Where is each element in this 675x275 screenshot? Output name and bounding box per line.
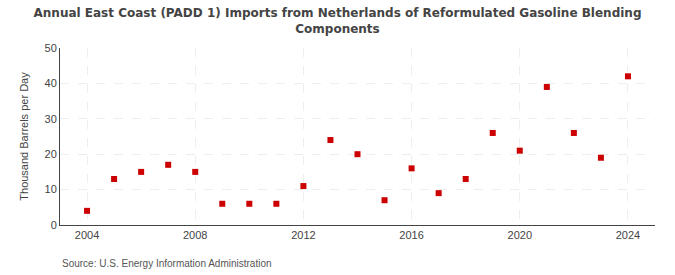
svg-text:10: 10 xyxy=(45,183,57,195)
svg-text:2004: 2004 xyxy=(75,229,99,241)
svg-text:2008: 2008 xyxy=(183,229,207,241)
svg-text:2016: 2016 xyxy=(399,229,423,241)
svg-text:2020: 2020 xyxy=(508,229,532,241)
svg-text:30: 30 xyxy=(45,113,57,125)
svg-text:0: 0 xyxy=(51,219,57,231)
svg-text:Annual East Coast (PADD 1) Imp: Annual East Coast (PADD 1) Imports from … xyxy=(34,6,642,36)
svg-text:Source: U.S. Energy Informatio: Source: U.S. Energy Information Administ… xyxy=(62,258,272,269)
svg-text:40: 40 xyxy=(45,77,57,89)
svg-text:50: 50 xyxy=(45,42,57,54)
svg-text:Thousand Barrels per Day: Thousand Barrels per Day xyxy=(18,72,30,201)
svg-text:2024: 2024 xyxy=(616,229,640,241)
svg-text:2012: 2012 xyxy=(291,229,315,241)
svg-text:20: 20 xyxy=(45,148,57,160)
